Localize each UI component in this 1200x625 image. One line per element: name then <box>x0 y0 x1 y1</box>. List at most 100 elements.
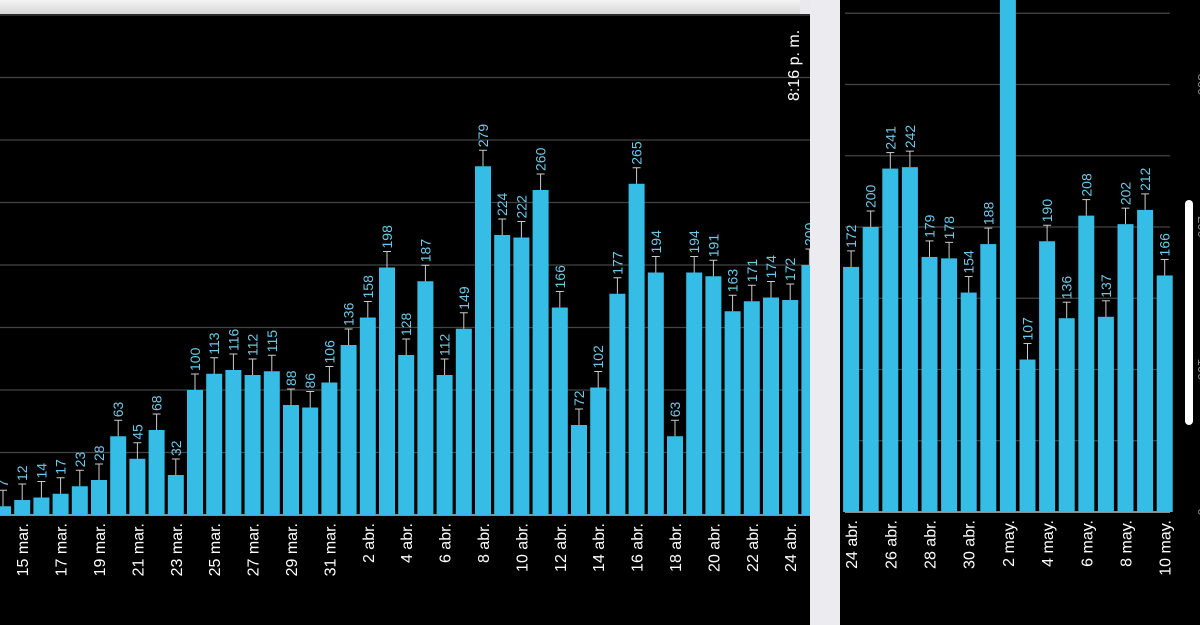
bar <box>436 375 453 515</box>
data-label: 191 <box>705 234 721 258</box>
bar <box>532 190 549 515</box>
bar <box>1078 215 1095 512</box>
y-tick-label: 300 <box>1195 74 1200 96</box>
bar <box>571 425 587 515</box>
data-label: 136 <box>1059 276 1075 300</box>
bar <box>379 267 395 515</box>
data-label: 174 <box>763 255 779 279</box>
bar <box>494 235 511 515</box>
x-tick-label: 22 abr. <box>745 523 762 572</box>
data-label: 194 <box>648 230 664 254</box>
bar <box>724 311 741 515</box>
bar <box>1137 209 1154 512</box>
bar <box>901 167 918 512</box>
data-label: 107 <box>1020 317 1036 341</box>
data-label: 200 <box>863 184 879 208</box>
data-label: 149 <box>456 286 472 310</box>
data-label: 12 <box>14 465 30 481</box>
data-label: 112 <box>437 333 453 356</box>
x-tick-label: 12 abr. <box>553 523 570 572</box>
bar <box>743 301 760 515</box>
data-label: 86 <box>302 373 318 389</box>
data-label: 224 <box>494 192 510 216</box>
bar <box>1117 224 1134 512</box>
bar <box>417 281 434 515</box>
x-tick-label: 2 abr. <box>361 523 378 563</box>
scroll-handle[interactable] <box>1185 200 1193 425</box>
bar <box>148 430 165 515</box>
bar <box>475 166 491 515</box>
data-label: 137 <box>1098 274 1114 298</box>
data-label: 188 <box>980 202 996 226</box>
data-label: 115 <box>264 330 280 353</box>
bar <box>980 244 997 512</box>
bar <box>91 480 107 515</box>
bar <box>551 307 568 515</box>
bar <box>455 328 472 515</box>
bar <box>52 493 69 515</box>
data-label: 72 <box>571 390 587 406</box>
data-label: 212 <box>1137 167 1153 191</box>
data-label: 154 <box>961 250 977 274</box>
data-label: 190 <box>1039 199 1055 223</box>
x-tick-label: 6 abr. <box>438 523 455 563</box>
bar <box>1039 241 1056 512</box>
data-label: 102 <box>590 345 606 369</box>
bar <box>14 500 31 515</box>
x-tick-label: 8 may. <box>1119 520 1136 567</box>
x-tick-label: 30 abr. <box>962 520 979 569</box>
bar <box>590 387 607 515</box>
bar <box>33 497 50 515</box>
bar <box>340 345 357 515</box>
data-label: 63 <box>110 401 126 417</box>
data-label: 128 <box>398 312 414 336</box>
y-tick-label: 200 <box>1195 216 1200 238</box>
x-tick-label: 4 abr. <box>399 523 416 563</box>
x-tick-label: 24 abr. <box>783 523 800 572</box>
bar <box>71 486 88 515</box>
data-label: 23 <box>72 451 88 467</box>
data-label: 179 <box>922 214 938 238</box>
bar <box>801 265 810 515</box>
data-label: 260 <box>533 147 549 171</box>
bar <box>941 258 958 512</box>
bar <box>263 371 280 515</box>
data-label: 241 <box>882 126 898 150</box>
data-label: 171 <box>744 259 760 283</box>
x-tick-label: 4 may. <box>1040 520 1057 567</box>
x-tick-label: 20 abr. <box>706 523 723 572</box>
data-label: 279 <box>475 124 491 148</box>
x-tick-label: 23 mar. <box>169 523 186 576</box>
data-label: 7 <box>0 479 11 487</box>
y-tick-label: 0 <box>1195 508 1200 515</box>
x-tick-label: 14 abr. <box>591 523 608 572</box>
screenshot-divider <box>810 0 840 625</box>
bar <box>513 237 530 515</box>
data-label: 136 <box>341 302 357 326</box>
bar <box>763 297 779 515</box>
x-tick-label: 10 may. <box>1158 520 1175 576</box>
data-label: 116 <box>225 328 241 351</box>
chart-panel-march-april: 7121417232863456832100113116112115888610… <box>0 14 810 625</box>
bar <box>321 382 338 515</box>
bar <box>960 292 977 512</box>
bar <box>244 375 261 515</box>
bar <box>1097 316 1114 512</box>
data-label: 265 <box>629 141 645 165</box>
bar <box>999 0 1016 512</box>
data-label: 166 <box>552 265 568 289</box>
data-label: 113 <box>206 332 222 355</box>
x-tick-label: 31 mar. <box>322 523 339 576</box>
bar <box>1058 318 1075 512</box>
x-tick-label: 21 mar. <box>130 523 147 576</box>
data-label: 28 <box>91 445 107 461</box>
data-label: 163 <box>725 269 741 293</box>
data-label: 63 <box>667 401 683 417</box>
data-label: 106 <box>321 340 337 364</box>
bar <box>225 370 242 515</box>
x-tick-label: 29 mar. <box>284 523 301 576</box>
data-label: 158 <box>360 275 376 299</box>
data-label: 14 <box>33 463 49 479</box>
data-label: 200 <box>801 222 810 246</box>
bar-chart-april-may: 1741722002412421791781541883701071901362… <box>843 0 1200 576</box>
